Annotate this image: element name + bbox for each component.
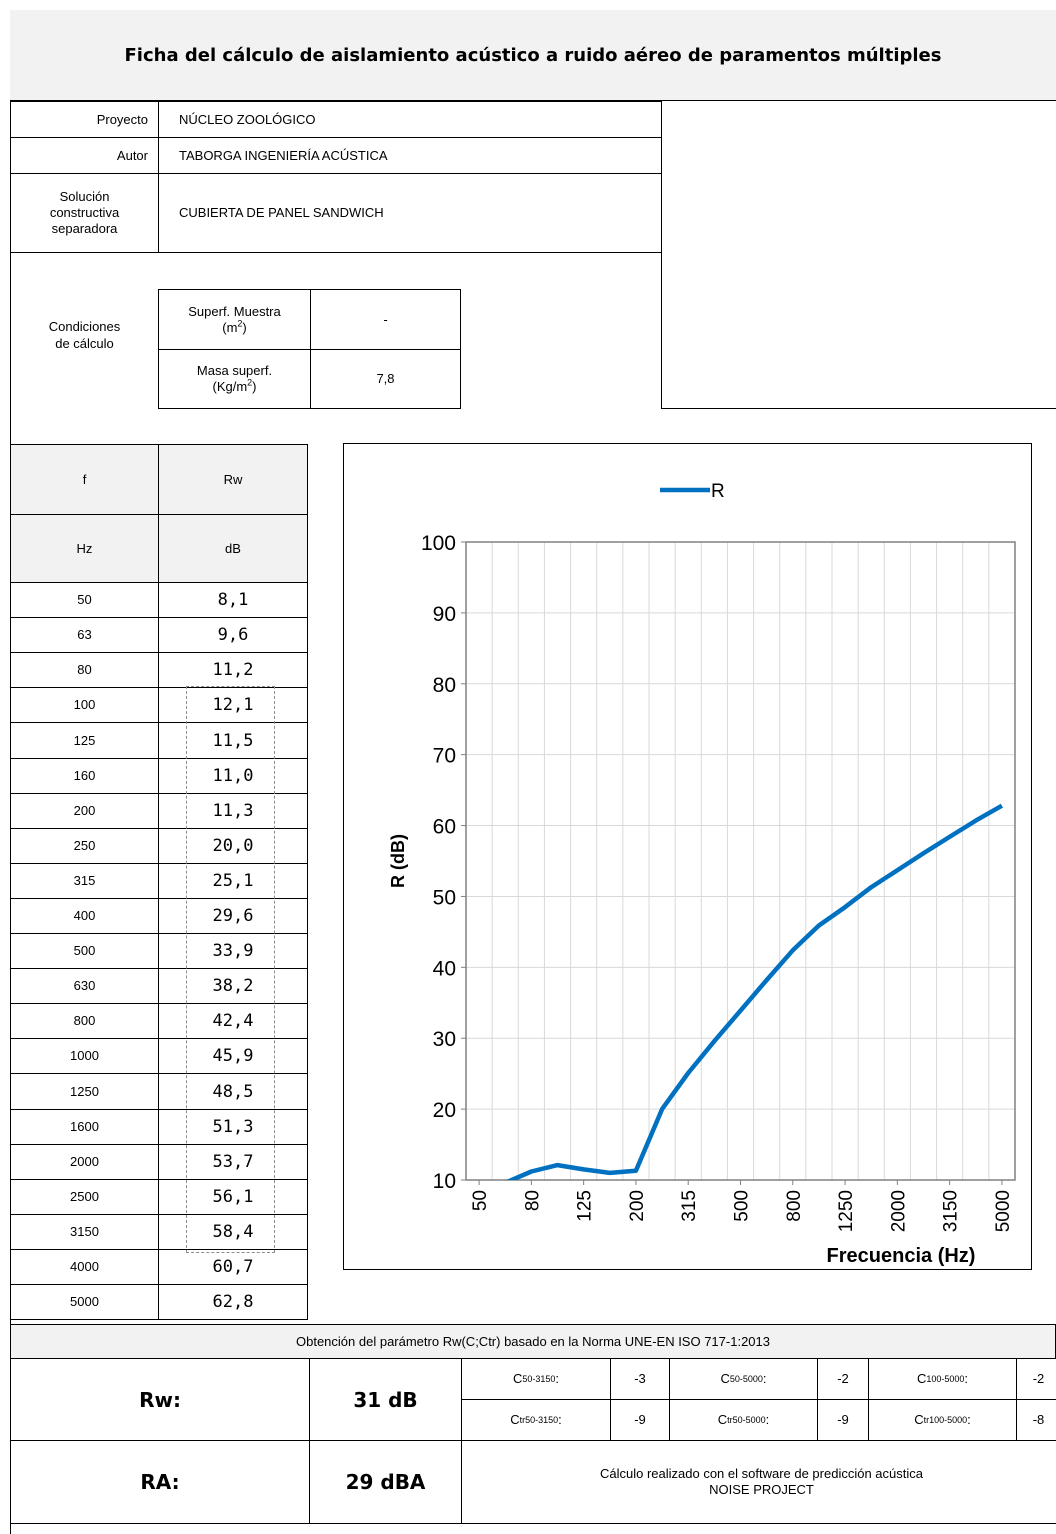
conditions-label: Condiciones de cálculo xyxy=(48,319,121,351)
y-tick-label: 100 xyxy=(421,532,456,555)
table-cell-frequency: 80 xyxy=(10,652,159,688)
x-tick-label: 2000 xyxy=(888,1190,909,1232)
coefficient-value: -3 xyxy=(610,1358,670,1400)
norma-band: Obtención del parámetro Rw(C;Ctr) basado… xyxy=(10,1324,1056,1359)
superf-value: - xyxy=(310,289,461,350)
table-header-f: f xyxy=(10,444,159,515)
table-header-hz: Hz xyxy=(10,514,159,583)
table-cell-frequency: 1600 xyxy=(10,1109,159,1145)
table-cell-rw: 11,2 xyxy=(158,652,308,688)
ra-label-cell: RA: xyxy=(10,1440,310,1524)
plot-area xyxy=(465,541,1016,1181)
table-cell-frequency: 2500 xyxy=(10,1179,159,1215)
table-cell-frequency: 2000 xyxy=(10,1144,159,1180)
reference-range-box xyxy=(186,686,275,1253)
table-header-db: dB xyxy=(158,514,308,583)
coefficient-value: -2 xyxy=(1016,1358,1056,1400)
x-tick-label: 1250 xyxy=(836,1190,857,1232)
table-cell-frequency: 630 xyxy=(10,968,159,1004)
table-cell-rw: 8,1 xyxy=(158,582,308,618)
y-tick-label: 40 xyxy=(433,957,456,980)
x-tick-label: 200 xyxy=(627,1190,648,1222)
table-cell-rw: 9,6 xyxy=(158,617,308,653)
coefficient-value: -2 xyxy=(817,1358,869,1400)
table-cell-frequency: 160 xyxy=(10,758,159,794)
x-tick-label: 80 xyxy=(522,1190,543,1211)
masa-value: 7,8 xyxy=(310,349,461,409)
table-cell-frequency: 200 xyxy=(10,793,159,829)
table-cell-frequency: 315 xyxy=(10,863,159,899)
superf-label: Superf. Muestra (m2) xyxy=(158,289,311,350)
table-cell-frequency: 3150 xyxy=(10,1214,159,1250)
legend-label: R xyxy=(711,481,725,502)
project-label: Proyecto xyxy=(10,101,159,138)
y-tick-label: 50 xyxy=(433,886,456,909)
y-tick-label: 10 xyxy=(433,1170,456,1193)
coefficient-label: C 50-3150: xyxy=(461,1358,611,1400)
table-cell-frequency: 63 xyxy=(10,617,159,653)
table-cell-frequency: 1000 xyxy=(10,1038,159,1074)
title-band: Ficha del cálculo de aislamiento acústic… xyxy=(10,10,1056,101)
author-label: Autor xyxy=(10,137,159,174)
table-header-rw: Rw xyxy=(158,444,308,515)
y-axis-title: R (dB) xyxy=(388,834,408,888)
page-title: Ficha del cálculo de aislamiento acústic… xyxy=(124,44,942,66)
table-cell-frequency: 250 xyxy=(10,828,159,864)
y-tick-label: 90 xyxy=(433,603,456,626)
author-value: TABORGA INGENIERÍA ACÚSTICA xyxy=(158,137,662,174)
x-tick-label: 800 xyxy=(784,1190,805,1222)
ra-value-cell: 29 dBA xyxy=(309,1440,462,1524)
chart-svg: 10 20 30 40 50 60 70 80 90 100 50 80 125 200 315 500 800… xyxy=(388,481,1016,1267)
table-cell-frequency: 400 xyxy=(10,898,159,934)
solucion-label: Solución constructiva separadora xyxy=(10,173,159,253)
info-right-divider xyxy=(661,101,662,409)
table-cell-frequency: 125 xyxy=(10,722,159,759)
masa-label: Masa superf. (Kg/m2) xyxy=(158,349,311,409)
coefficient-value: -8 xyxy=(1016,1399,1056,1441)
x-tick-label: 5000 xyxy=(993,1190,1014,1232)
coefficient-label: C 100-5000: xyxy=(868,1358,1017,1400)
table-cell-rw: 62,8 xyxy=(158,1284,308,1320)
coefficient-value: -9 xyxy=(610,1399,670,1441)
table-cell-frequency: 50 xyxy=(10,582,159,618)
rw-value-cell: 31 dB xyxy=(309,1358,462,1441)
table-cell-frequency: 4000 xyxy=(10,1249,159,1285)
table-cell-frequency: 500 xyxy=(10,933,159,969)
table-cell-frequency: 800 xyxy=(10,1003,159,1039)
table-cell-rw: 60,7 xyxy=(158,1249,308,1285)
y-tick-label: 60 xyxy=(433,816,456,839)
coefficient-value: -9 xyxy=(817,1399,869,1441)
x-tick-label: 125 xyxy=(575,1190,596,1222)
x-tick-label: 50 xyxy=(470,1190,491,1211)
x-tick-label: 3150 xyxy=(941,1190,962,1232)
chart-frame: 10 20 30 40 50 60 70 80 90 100 50 80 125 200 315 500 800… xyxy=(343,443,1032,1270)
project-value: NÚCLEO ZOOLÓGICO xyxy=(158,101,662,138)
x-tick-label: 500 xyxy=(732,1190,753,1222)
y-tick-label: 30 xyxy=(433,1028,456,1051)
coefficient-label: C 50-5000: xyxy=(669,1358,818,1400)
solucion-value: CUBIERTA DE PANEL SANDWICH xyxy=(158,173,662,253)
info-bottom-line xyxy=(661,408,1056,409)
x-axis-title: Frecuencia (Hz) xyxy=(827,1245,976,1267)
y-tick-label: 70 xyxy=(433,745,456,768)
rw-label-cell: Rw: xyxy=(10,1358,310,1441)
table-cell-frequency: 100 xyxy=(10,687,159,723)
software-note: Cálculo realizado con el software de pre… xyxy=(461,1440,1056,1524)
y-tick-label: 80 xyxy=(433,674,456,697)
y-tick-label: 20 xyxy=(433,1099,456,1122)
table-cell-frequency: 5000 xyxy=(10,1284,159,1320)
series-line-R xyxy=(506,803,1004,1180)
x-tick-label: 315 xyxy=(679,1190,700,1222)
table-cell-frequency: 1250 xyxy=(10,1073,159,1110)
